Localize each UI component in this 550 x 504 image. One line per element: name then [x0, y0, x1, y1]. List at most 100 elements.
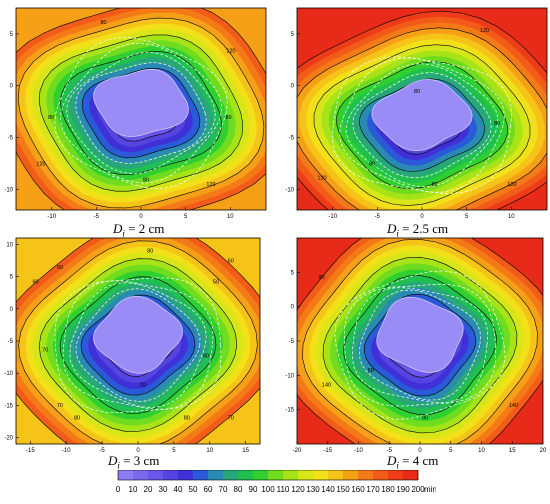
colorbar-frame: [117, 470, 419, 481]
heatmap-plot-4: -20 -15 -10 -5 0 5 10 15 20 5 0 -5 -10 -15 90 140 60 90 14…: [285, 237, 547, 454]
y-tick-label: 5: [10, 275, 14, 281]
colorbar-swatch: [328, 470, 344, 480]
x-tick-label: 15: [242, 448, 249, 454]
y-tick-label: 5: [10, 32, 14, 38]
dashed-contour: [345, 63, 499, 188]
caption-symbol: D: [387, 453, 397, 468]
contour-label: 80: [494, 121, 500, 127]
x-tick-label: -5: [94, 214, 100, 220]
y-tick-label: 0: [10, 84, 14, 90]
plot-area: -20 -15 -10 -5 0 5 10 15 20 5 0 -5 -10 -15 90 140 60 90 14…: [285, 237, 547, 454]
contour-label: 120: [317, 176, 326, 182]
caption-4: Di = 4 cm: [387, 453, 438, 471]
contour-label: 120: [226, 48, 235, 54]
contour-label: 80: [431, 182, 437, 188]
dashed-contour: [332, 56, 512, 194]
y-tick-label: -5: [8, 135, 14, 141]
colorbar-swatch: [298, 470, 314, 480]
dashed-contour: [54, 277, 222, 413]
dashed-contour: [352, 72, 492, 179]
y-tick-label: -20: [4, 436, 13, 442]
colorbar-swatch: [193, 470, 209, 480]
colorbar-swatch: [313, 470, 329, 480]
x-tick-label: -5: [387, 448, 393, 454]
plot-area: -10 -5 0 5 10 5 0 -5 -10 120 80 120 80 80 80 120: [285, 7, 548, 220]
contour-label: 90: [422, 415, 428, 421]
x-tick-label: -15: [26, 448, 35, 454]
dashed-contour: [352, 287, 488, 404]
colorbar-tick-label: 90: [249, 485, 258, 494]
colorbar-swatch: [253, 470, 269, 480]
colorbar-tick-label: 170: [366, 485, 380, 494]
colorbar-swatch: [223, 470, 239, 480]
x-tick-label: 0: [139, 214, 143, 220]
y-tick-label: 0: [291, 84, 295, 90]
x-tick-label: -15: [323, 448, 332, 454]
caption-2: Di = 2.5 cm: [387, 221, 448, 239]
dashed-contour: [75, 62, 207, 164]
colorbar: 0 10 20 30 40 50 60 70 80 90 100 110 120 130 140 150 160…: [116, 470, 436, 494]
plot-area: -15 -10 -5 0 5 10 151050-5-10-15-2080506070506…: [4, 237, 261, 454]
caption-value: = 2.5 cm: [402, 221, 449, 236]
contour-label: 80: [369, 162, 375, 168]
contour-label: 60: [228, 259, 234, 265]
heatmap-panel-3: -15 -10 -5 0 5 10 15 10 5 0 -5 -10 -15 -20 80 50 60 70 50 6…: [0, 232, 275, 471]
y-tick-label: 0: [10, 307, 14, 313]
colorbar-tick-label: 100: [261, 485, 275, 494]
colorbar-tick-label: 180: [381, 485, 395, 494]
caption-symbol: D: [108, 453, 118, 468]
x-tick-label: -20: [293, 448, 302, 454]
colorbar-unit: min: [424, 485, 436, 494]
colorbar-tick-label: 110: [277, 485, 290, 494]
core-region: [376, 296, 464, 373]
colorbar-tick-label: 130: [306, 485, 320, 494]
contour-label: 50: [213, 279, 219, 285]
colorbar-tick-label: 60: [204, 485, 213, 494]
colorbar-swatch: [163, 470, 179, 480]
x-tick-label: 10: [508, 214, 515, 220]
colorbar-swatch: [283, 470, 299, 480]
y-tick-label: 5: [291, 32, 295, 38]
y-tick-label: 5: [291, 270, 295, 276]
contour-label: 80: [74, 415, 80, 421]
colorbar-swatch: [343, 470, 359, 480]
heatmap-panel-2: -10 -5 0 5 10 5 0 -5 -10 120 80 120 80 80 80 120 Di = 2…: [275, 0, 550, 240]
colorbar-swatch: [238, 470, 254, 480]
x-tick-label: 10: [478, 448, 485, 454]
contour-label: 120: [507, 182, 516, 188]
colorbar-tick-label: 190: [396, 485, 410, 494]
contour-label: 70: [57, 403, 63, 409]
contour-label: 80: [100, 20, 106, 26]
contour-label: 80: [143, 178, 149, 184]
x-tick-label: 20: [540, 448, 547, 454]
dashed-contour: [343, 283, 497, 407]
core-region: [371, 78, 473, 152]
dashed-contour: [62, 280, 214, 410]
contour-label: 80: [225, 115, 231, 121]
x-tick-label: 5: [449, 448, 453, 454]
x-tick-label: 0: [418, 448, 422, 454]
y-tick-label: -5: [8, 339, 14, 345]
colorbar-tick-label: 30: [159, 485, 168, 494]
dashed-contour: [334, 270, 506, 420]
plot-area: -10 -5 0 5 10 5 0 -5 -10 80 120 120 80 80 80 120: [4, 7, 267, 220]
x-tick-label: 10: [206, 448, 213, 454]
colorbar-tick-label: 150: [336, 485, 350, 494]
x-tick-label: 0: [420, 214, 424, 220]
colorbar-swatch: [148, 470, 164, 480]
contour-label: 120: [206, 182, 215, 188]
dashed-contour: [60, 42, 222, 184]
colorbar-swatch: [133, 470, 149, 480]
y-tick-label: -5: [289, 339, 295, 345]
caption-subscript: i: [117, 460, 120, 471]
contour-label: 120: [480, 28, 489, 34]
colorbar-tick-label: 40: [174, 485, 183, 494]
contour-label: 60: [203, 353, 209, 359]
contour-label: 80: [147, 248, 153, 254]
y-tick-label: -10: [285, 373, 294, 379]
y-tick-label: 10: [6, 242, 13, 248]
colorbar-swatch: [403, 470, 419, 480]
core-region: [93, 68, 189, 138]
caption-symbol: D: [387, 221, 397, 236]
heatmap-panel-4: -20 -15 -10 -5 0 5 10 15 20 5 0 -5 -10 -15 90 140 60 90 14…: [275, 232, 550, 471]
